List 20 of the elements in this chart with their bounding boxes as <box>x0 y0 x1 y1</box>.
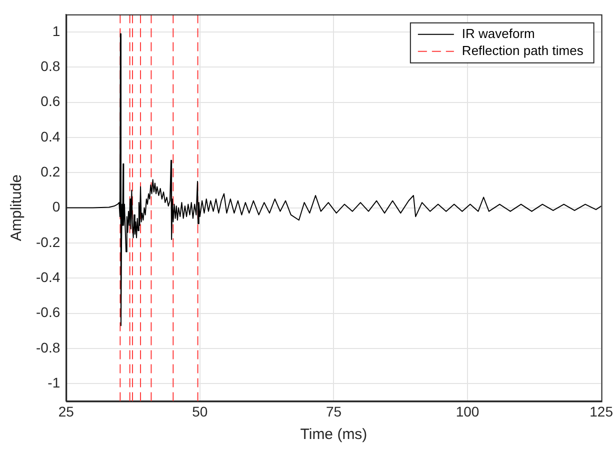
x-tick-label: 50 <box>192 403 208 420</box>
x-tick-label: 75 <box>326 403 342 420</box>
y-tick-label: 1 <box>52 22 60 39</box>
y-tick-label: 0.4 <box>40 128 60 144</box>
y-axis-title: Amplitude <box>8 174 26 242</box>
y-tick-label: 0.6 <box>40 93 60 110</box>
y-tick-label: 0.2 <box>40 163 60 180</box>
y-tick-label: -0.2 <box>36 234 60 250</box>
y-tick-label: -0.4 <box>36 268 60 285</box>
y-tick-label: -0.8 <box>36 339 60 356</box>
y-tick-label: 0 <box>52 198 60 215</box>
legend-label: Reflection path times <box>462 42 584 58</box>
y-tick-label: -1 <box>48 374 60 390</box>
x-axis-title: Time (ms) <box>300 426 368 444</box>
y-tick-label: -0.6 <box>36 304 60 320</box>
y-tick-label: 0.8 <box>40 58 60 74</box>
legend-label: IR waveform <box>462 26 535 41</box>
x-tick-label: 125 <box>590 403 614 420</box>
x-tick-label: 25 <box>58 403 74 420</box>
x-tick-label: 100 <box>456 403 480 420</box>
